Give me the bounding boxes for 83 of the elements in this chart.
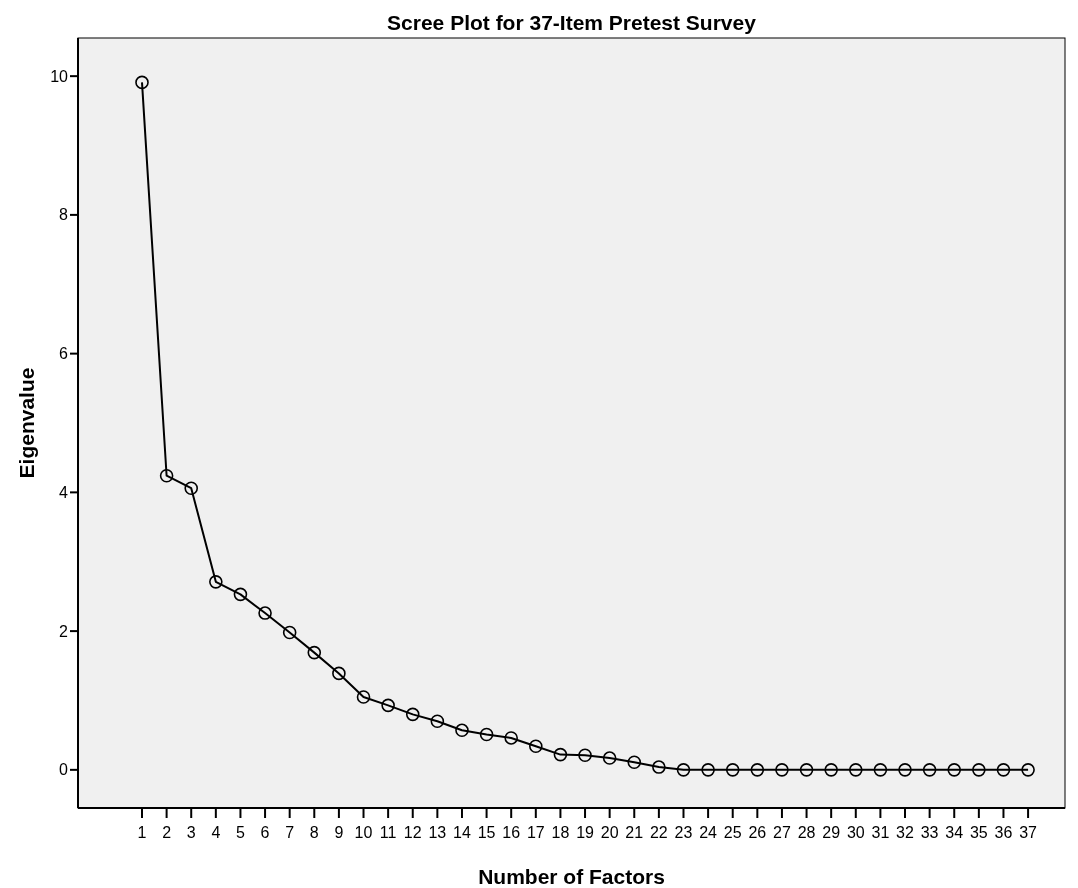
point (1021, 763, 1035, 777)
x-tick-label: 29 (822, 824, 841, 841)
x-tick-label: 12 (403, 824, 422, 841)
point (652, 760, 666, 774)
x-tick-label: 36 (994, 824, 1013, 841)
x-tick-label: 27 (773, 824, 791, 841)
x-tick-label: 37 (1019, 824, 1038, 841)
point (455, 723, 469, 738)
x-tick-label: 11 (379, 824, 397, 841)
point (848, 763, 863, 777)
x-tick-label: 14 (453, 824, 471, 841)
x-tick-label: 4 (211, 824, 221, 841)
x-tick-label: 33 (920, 824, 939, 841)
point (922, 763, 937, 777)
x-tick-label: 21 (625, 824, 644, 841)
point (602, 751, 617, 765)
point (529, 739, 543, 754)
point (725, 763, 740, 777)
x-tick-label: 28 (797, 824, 816, 841)
x-tick-label: 16 (502, 824, 521, 841)
point (775, 763, 789, 777)
point (972, 763, 986, 777)
point (750, 763, 765, 777)
x-tick-label: 6 (260, 824, 270, 841)
x-tick-label: 9 (334, 824, 344, 841)
point (184, 481, 199, 496)
x-tick-label: 32 (896, 824, 915, 841)
point (947, 763, 962, 777)
point (824, 763, 838, 777)
x-tick-label: 18 (551, 824, 570, 841)
point (996, 763, 1011, 777)
point (430, 714, 445, 729)
x-tick-label: 13 (428, 824, 447, 841)
x-tick-label: 35 (969, 824, 988, 841)
point (356, 690, 371, 704)
point (307, 645, 322, 660)
y-tick-label: 4 (59, 483, 69, 501)
y-axis-title: Eigenvalue (15, 367, 38, 479)
point (405, 707, 420, 722)
x-tick-label: 30 (846, 824, 865, 841)
point (209, 575, 223, 589)
x-tick-label: 23 (674, 824, 693, 841)
x-axis-title: Number of Factors (478, 865, 665, 888)
x-tick-label: 7 (285, 824, 295, 841)
y-tick-label: 6 (59, 345, 69, 363)
x-tick-label: 2 (162, 824, 172, 841)
point (233, 587, 248, 602)
x-tick-label: 5 (236, 824, 245, 841)
point (258, 606, 272, 620)
x-tick-label: 1 (137, 824, 147, 841)
point (282, 625, 297, 640)
point (701, 763, 715, 777)
x-tick-label: 8 (309, 824, 319, 841)
point (479, 727, 494, 742)
x-tick-label: 17 (526, 824, 545, 841)
x-tick-label: 19 (576, 824, 595, 841)
x-tick-label: 22 (649, 824, 668, 841)
point (627, 755, 642, 770)
x-tick-label: 3 (186, 824, 196, 841)
x-tick-label: 25 (723, 824, 742, 841)
point (135, 75, 149, 90)
point (873, 763, 888, 777)
x-tick-label: 10 (354, 824, 373, 841)
y-tick-label: 8 (59, 206, 69, 224)
x-tick-label: 34 (945, 824, 964, 841)
x-tick-label: 20 (600, 824, 619, 841)
x-tick-label: 15 (477, 824, 496, 841)
point (504, 731, 518, 745)
chart-title: Scree Plot for 37-Item Pretest Survey (387, 11, 757, 34)
point (676, 763, 691, 777)
y-tick-label: 0 (59, 761, 69, 779)
point (159, 468, 174, 483)
point (898, 763, 912, 777)
point (799, 763, 814, 777)
y-tick-label: 10 (50, 67, 69, 85)
x-tick-label: 26 (748, 824, 767, 841)
point (381, 698, 395, 713)
point (332, 666, 346, 681)
y-tick-label: 2 (59, 622, 69, 640)
x-tick-label: 31 (871, 824, 890, 841)
point (553, 747, 568, 762)
point (578, 748, 592, 763)
x-tick-label: 24 (699, 824, 718, 841)
